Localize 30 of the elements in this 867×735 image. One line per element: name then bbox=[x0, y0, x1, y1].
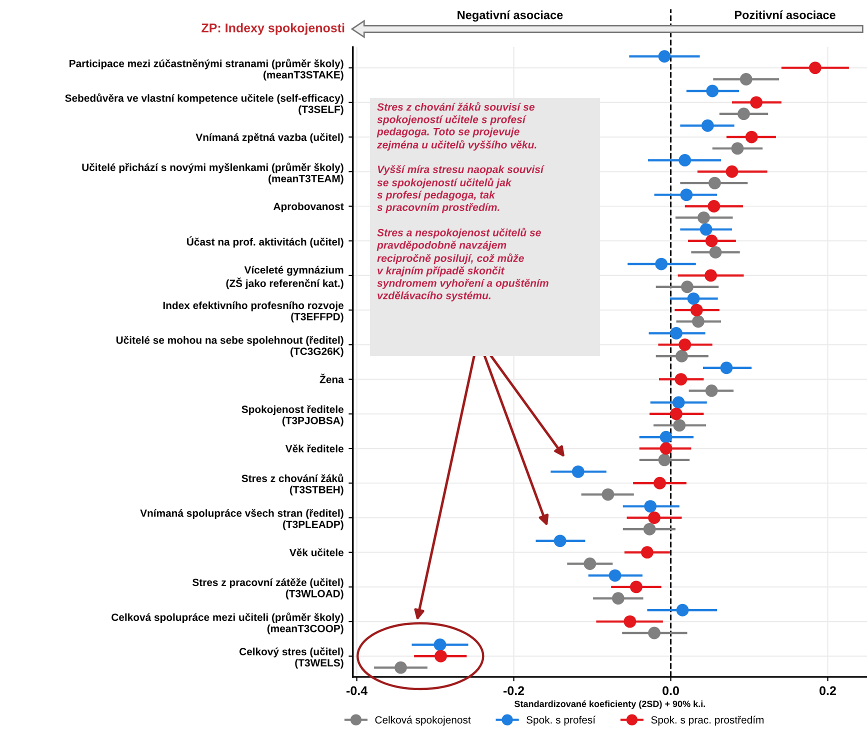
text: Negativní asociace bbox=[458, 10, 563, 22]
y-tick-label: Učitelé se mohou na sebe spolehnout (ředitel) (TC3G26K) bbox=[116, 336, 344, 358]
legend-label: Celková spokojenost bbox=[375, 716, 471, 726]
y-tick-label: Aprobovanost bbox=[274, 202, 344, 212]
y-tick-label: Víceleté gymnázium (ZŠ jako referenční kat.) bbox=[226, 266, 344, 290]
y-tick-label: Věk učitele bbox=[289, 548, 344, 556]
y-tick-label: Učitelé přichází s novými myšlenkami (průměr školy) (meanT3TEAM) bbox=[82, 162, 344, 184]
x-tick-label: -0.4 bbox=[346, 686, 368, 696]
y-tick-label: Žena bbox=[320, 374, 344, 384]
x-axis-title: Standardizované koeficienty (2SD) + 90% k.i. bbox=[514, 700, 706, 709]
y-tick-label: Věk ředitele bbox=[285, 444, 344, 452]
text: Stres z chování žáků souvisí se spokojeností učitele s profesí pedagoga. Toto se projevuje zejména u učitelů vyššího věku. Vyšší míra stresu naopak souvisí se spokojeností učitelů jak s profesí pedagoga, tak s pracovním prostředím. Stres a nespokojenost učitelů se pravděpodobně navzájem recipročně posilují, což může v krajním případě skončit syndromem vyhoření a opuštěním vzdělávacího systému. bbox=[376, 102, 548, 302]
x-tick-label: -0.2 bbox=[504, 686, 524, 696]
y-tick-label: Vnímaná spolupráce všech stran (ředitel) (T3PLEADP) bbox=[140, 508, 344, 530]
legend-label: Spok. s prac. prostředím bbox=[651, 716, 764, 726]
text: ZP: Indexy spokojenosti bbox=[202, 23, 344, 35]
y-tick-label: Index efektivního profesního rozvoje (T3EFFPD) bbox=[163, 301, 344, 322]
y-tick-label: Spokojenost ředitele (T3PJOBSA) bbox=[242, 405, 344, 426]
y-tick-label: Účast na prof. aktivitách (učitel) bbox=[187, 236, 344, 248]
text: Pozitivní asociace bbox=[734, 10, 836, 20]
legend-label: Spok. s profesí bbox=[526, 716, 596, 726]
y-tick-label: Stres z chování žáků (T3STBEH) bbox=[242, 474, 344, 496]
y-tick-label: Vnímaná zpětná vazba (učitel) bbox=[196, 133, 344, 144]
x-tick-label: 0.2 bbox=[820, 686, 836, 696]
x-tick-label: 0.0 bbox=[662, 686, 679, 696]
y-tick-label: Sebedůvěra ve vlastní kompetence učitele (self-efficacy) (T3SELF) bbox=[65, 93, 344, 116]
y-tick-label: Celkový stres (učitel) (T3WELS) bbox=[239, 647, 344, 669]
y-tick-label: Stres z pracovní zátěže (učitel) (T3WLOAD) bbox=[192, 578, 344, 600]
y-tick-label: Participace mezi zúčastněnými stranami (průměr školy) (meanT3STAKE) bbox=[70, 58, 344, 81]
y-tick-label: Celková spolupráce mezi učiteli (průměr školy) (meanT3COOP) bbox=[112, 612, 344, 634]
